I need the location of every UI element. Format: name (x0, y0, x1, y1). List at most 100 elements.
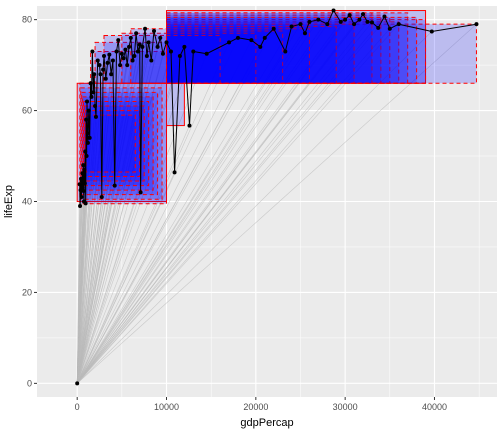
range-rect (84, 110, 141, 177)
data-point (357, 17, 362, 22)
y-tick-label: 40 (22, 197, 32, 207)
data-point (325, 22, 330, 27)
data-point (149, 58, 154, 63)
y-tick-label: 60 (22, 106, 32, 116)
data-points (75, 8, 479, 386)
data-point (85, 140, 90, 145)
range-rect (81, 91, 159, 196)
data-point (130, 58, 135, 63)
data-point (128, 35, 133, 40)
origin-segment (76, 49, 126, 384)
origin-segments (76, 10, 477, 384)
data-point (474, 22, 479, 27)
data-point (382, 14, 387, 19)
origin-segment (76, 42, 149, 384)
data-point (81, 189, 86, 194)
data-point (107, 52, 112, 57)
data-point (307, 19, 312, 24)
origin-segment (76, 16, 385, 384)
x-axis-ticks: 0 10000 20000 30000 40000 (75, 397, 447, 412)
origin-segment (76, 37, 239, 384)
origin-segment (76, 74, 101, 384)
data-point (114, 49, 119, 54)
data-point (105, 60, 110, 65)
data-point (84, 117, 89, 122)
origin-segment (76, 23, 477, 384)
data-point (87, 135, 92, 140)
range-rect (166, 12, 409, 84)
data-point (316, 17, 321, 22)
data-point (271, 26, 276, 31)
data-point (110, 58, 115, 63)
data-point (258, 44, 263, 49)
data-point (298, 22, 303, 27)
data-point (331, 8, 336, 13)
data-point (97, 63, 102, 68)
data-point (93, 104, 98, 109)
origin-segment (76, 24, 328, 384)
data-point (152, 29, 157, 34)
data-point (82, 181, 87, 186)
data-point (352, 22, 357, 27)
y-axis-label: lifeExp (3, 185, 15, 218)
origin-segment (76, 21, 310, 384)
origin-segment (76, 53, 207, 384)
range-rect (166, 82, 185, 127)
y-axis-ticks: 0 20 40 60 80 (22, 15, 37, 388)
data-point (134, 31, 139, 36)
data-point (343, 17, 348, 22)
data-point (99, 194, 104, 199)
data-point (172, 170, 177, 175)
origin-segment (76, 14, 364, 384)
data-point (123, 47, 128, 52)
origin-segment (76, 54, 110, 384)
data-point (338, 19, 343, 24)
range-rect (166, 19, 427, 84)
origin-segment (76, 26, 292, 384)
data-point (91, 90, 96, 95)
range-rect (166, 23, 355, 84)
range-rect (166, 25, 337, 84)
origin-segment (76, 28, 274, 384)
data-point (85, 99, 90, 104)
data-point (361, 12, 366, 17)
origin-segment (76, 37, 132, 384)
data-point (177, 54, 182, 59)
data-point (235, 35, 240, 40)
data-point (79, 194, 84, 199)
data-point (347, 13, 352, 18)
origin-segment (76, 74, 95, 384)
data-point (396, 22, 401, 27)
x-axis-label: gdpPercap (240, 417, 293, 429)
data-point (83, 149, 88, 154)
data-point (164, 40, 169, 45)
origin-segment (76, 37, 266, 384)
origin-segment (76, 60, 99, 384)
data-point (93, 114, 98, 119)
data-point (95, 58, 100, 63)
data-point (376, 25, 381, 30)
x-tick-label: 20000 (243, 402, 268, 412)
data-point (81, 163, 86, 168)
origin-segment (76, 51, 194, 384)
data-point (101, 67, 106, 72)
origin-segment (76, 42, 167, 384)
origin-segment (76, 60, 152, 384)
origin-segment (76, 37, 161, 384)
origin-segment (76, 14, 350, 384)
data-point (121, 56, 126, 61)
data-point (77, 182, 82, 187)
data-point (262, 35, 267, 40)
origin-segment (76, 19, 319, 384)
data-point (155, 44, 160, 49)
data-point (88, 81, 93, 86)
data-point (289, 24, 294, 29)
origin-segment (76, 125, 190, 384)
data-point (146, 40, 151, 45)
range-rect (85, 114, 136, 173)
data-point (283, 49, 288, 54)
origin-segment (76, 33, 306, 384)
data-point (249, 38, 254, 43)
data-point (132, 54, 137, 59)
